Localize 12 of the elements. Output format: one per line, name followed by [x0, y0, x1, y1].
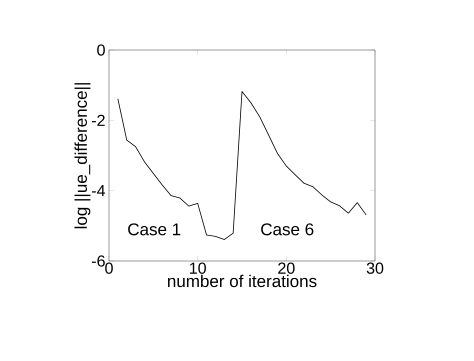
x-axis-title: number of iterations: [168, 274, 316, 288]
y-tick-label: -2: [92, 114, 105, 126]
y-tick-label: 0: [97, 44, 105, 56]
x-tick-label: 0: [105, 262, 113, 274]
x-tick-label: 10: [190, 262, 206, 274]
x-tick-label: 20: [278, 262, 295, 274]
y-tick-label: -4: [92, 185, 106, 196]
annotation: Case 1: [128, 223, 180, 236]
y-axis-title: log ||ue_difference||: [74, 83, 90, 228]
x-tick-label: 30: [366, 262, 384, 274]
y-tick-label: -6: [92, 255, 105, 267]
annotation: Case 6: [261, 223, 314, 236]
